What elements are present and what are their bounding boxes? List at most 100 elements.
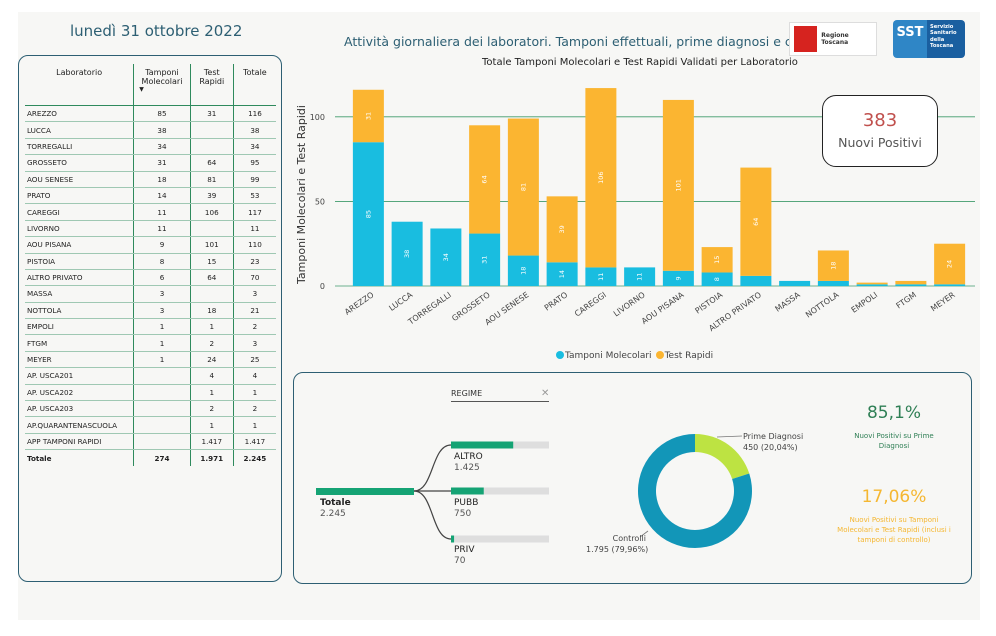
donut-label-prime: Prime Diagnosi 450 (20,04%) <box>743 432 804 452</box>
lab-table-body: AREZZO 85 31 116 LUCCA 38 38 TORREGALLI 34 34 GROS… <box>25 105 276 467</box>
cell-total: 1 <box>232 416 276 434</box>
table-row[interactable]: MASSA 3 3 <box>25 285 276 303</box>
cell-total: 116 <box>232 105 276 123</box>
col-header-mol[interactable]: Tamponi Molecolari ▼ <box>133 64 191 106</box>
table-row[interactable]: FTGM 1 2 3 <box>25 334 276 352</box>
donut-slice-controlli[interactable] <box>638 434 752 548</box>
cell-lab: CAREGGI <box>25 203 134 221</box>
cell-mol: 8 <box>133 253 191 270</box>
cell-lab: LIVORNO <box>25 220 134 238</box>
tree-node-priv-label[interactable]: PRIV <box>454 545 475 555</box>
bar-segment-rapid <box>662 99 694 271</box>
y-axis-label: Tamponi Molecolari e Test Rapidi <box>295 105 308 285</box>
bar-data-label: 8 <box>713 277 721 281</box>
table-row[interactable]: LIVORNO 11 11 <box>25 220 276 238</box>
cell-mol: 38 <box>133 121 191 139</box>
table-row[interactable]: AOU SENESE 18 81 99 <box>25 171 276 188</box>
cell-lab: PISTOIA <box>25 253 134 270</box>
bar-data-label: 24 <box>946 260 954 268</box>
table-row[interactable]: NOTTOLA 3 18 21 <box>25 302 276 320</box>
regime-underline <box>451 401 549 402</box>
table-row[interactable]: MEYER 1 24 25 <box>25 351 276 369</box>
new-positives-card: 383 Nuovi Positivi <box>822 95 938 167</box>
diagnosis-donut-chart <box>638 434 752 548</box>
sort-desc-icon[interactable]: ▼ <box>139 86 144 93</box>
table-row[interactable]: EMPOLI 1 1 2 <box>25 318 276 336</box>
x-tick-label: CAREGGI <box>573 290 608 318</box>
x-tick-label: LIVORNO <box>612 290 647 318</box>
lab-table: Laboratorio Tamponi Molecolari ▼ Test Ra… <box>25 64 276 467</box>
table-row[interactable]: TORREGALLI 34 34 <box>25 138 276 156</box>
tree-connector <box>413 444 452 492</box>
cell-total: 95 <box>232 154 276 172</box>
bar-data-label: 64 <box>752 218 760 226</box>
bar-segment-mol <box>779 280 811 286</box>
sst-logo: SST Servizio Sanitario della Toscana <box>893 20 967 58</box>
table-row[interactable]: GROSSETO 31 64 95 <box>25 154 276 172</box>
cell-total: 25 <box>232 351 276 369</box>
table-row[interactable]: AP.QUARANTENASCUOLA 1 1 <box>25 416 276 434</box>
tree-node-track <box>451 487 549 495</box>
table-row[interactable]: AREZZO 85 31 116 <box>25 105 276 123</box>
table-row[interactable]: AOU PISANA 9 101 110 <box>25 236 276 254</box>
cell-total: 23 <box>232 253 276 270</box>
col-header-rapid[interactable]: Test Rapidi <box>189 64 234 106</box>
table-row[interactable]: APP TAMPONI RAPIDI 1.417 1.417 <box>25 433 276 451</box>
cell-rapid: 1.971 <box>189 449 234 467</box>
cell-mol: 1 <box>133 318 191 336</box>
legend-dot-rapid <box>655 351 664 359</box>
cell-total: 2.245 <box>232 449 276 467</box>
table-row[interactable]: AP. USCA202 1 1 <box>25 384 276 402</box>
col-header-lab[interactable]: Laboratorio <box>25 64 134 106</box>
table-row[interactable]: LUCCA 38 38 <box>25 121 276 139</box>
tree-node-altro-label[interactable]: ALTRO <box>454 452 483 462</box>
bar-data-label: 85 <box>364 210 372 218</box>
cell-lab: FTGM <box>25 334 134 352</box>
cell-lab: NOTTOLA <box>25 302 134 320</box>
cell-rapid: 1.417 <box>189 433 234 451</box>
bar-segment-rapid <box>507 118 539 256</box>
table-total-row[interactable]: Totale 274 1.971 2.245 <box>25 449 276 467</box>
close-icon[interactable]: ✕ <box>541 388 550 399</box>
cell-rapid: 4 <box>189 367 234 385</box>
legend-dot-mol <box>556 351 564 359</box>
cell-lab: AP. USCA203 <box>25 400 134 418</box>
x-tick-label: EMPOLI <box>850 290 880 315</box>
cell-total: 1.417 <box>232 433 276 451</box>
bar-data-label: 11 <box>597 273 605 281</box>
donut-slice-prime-diagnosi[interactable] <box>695 434 750 480</box>
cell-rapid: 39 <box>189 187 234 205</box>
bar-data-label: 38 <box>403 250 411 258</box>
cell-lab: AREZZO <box>25 105 134 123</box>
bar-segment-rapid <box>934 243 966 285</box>
cell-rapid <box>189 220 234 238</box>
tree-node-pubb-label[interactable]: PUBB <box>454 498 479 508</box>
cell-lab: ALTRO PRIVATO <box>25 269 134 287</box>
tree-root-label: Totale <box>320 498 351 508</box>
bar-segment-mol <box>546 262 578 286</box>
cell-lab: EMPOLI <box>25 318 134 336</box>
legend-item-mol[interactable]: Tamponi Molecolari <box>556 351 652 361</box>
bar-data-label: 101 <box>674 179 682 191</box>
cell-mol <box>133 416 191 434</box>
cell-total: 117 <box>232 203 276 221</box>
cell-total: 70 <box>232 269 276 287</box>
table-row[interactable]: AP. USCA201 4 4 <box>25 367 276 385</box>
x-tick-label: MEYER <box>929 290 957 313</box>
cell-mol: 1 <box>133 351 191 369</box>
bar-data-label: 15 <box>713 256 721 264</box>
cell-rapid: 64 <box>189 269 234 287</box>
table-row[interactable]: PISTOIA 8 15 23 <box>25 253 276 270</box>
cell-lab: AP. USCA202 <box>25 384 134 402</box>
cell-lab: MASSA <box>25 285 134 303</box>
table-row[interactable]: AP. USCA203 2 2 <box>25 400 276 418</box>
bar-data-label: 9 <box>674 276 682 280</box>
table-row[interactable]: CAREGGI 11 106 117 <box>25 203 276 221</box>
table-row[interactable]: ALTRO PRIVATO 6 64 70 <box>25 269 276 287</box>
legend-item-rapid[interactable]: Test Rapidi <box>655 351 713 361</box>
y-tick-label: 50 <box>315 197 325 206</box>
col-header-total[interactable]: Totale <box>232 64 276 106</box>
donut-leader-prime <box>716 435 743 438</box>
cell-mol: 3 <box>133 285 191 303</box>
table-row[interactable]: PRATO 14 39 53 <box>25 187 276 205</box>
